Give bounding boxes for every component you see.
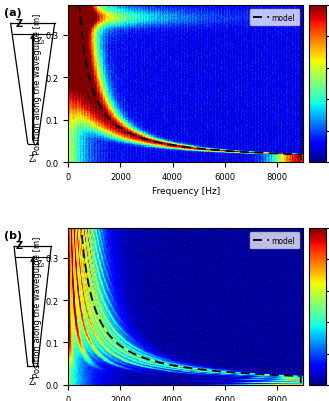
X-axis label: Frequency [Hz]: Frequency [Hz] — [152, 187, 220, 196]
Legend: model: model — [249, 232, 299, 249]
Y-axis label: Position along the waveguide [m]: Position along the waveguide [m] — [34, 236, 42, 377]
Text: Z₀: Z₀ — [37, 259, 45, 268]
Y-axis label: Position along the waveguide [m]: Position along the waveguide [m] — [34, 14, 42, 155]
Legend: model: model — [249, 10, 299, 26]
Text: Zₐ: Zₐ — [29, 377, 37, 386]
Text: Z₀: Z₀ — [37, 36, 45, 46]
Text: (a): (a) — [4, 8, 22, 18]
Text: Z: Z — [15, 241, 22, 251]
Text: Z: Z — [15, 18, 22, 28]
Text: (b): (b) — [4, 231, 22, 240]
Text: Zₐ: Zₐ — [29, 154, 37, 164]
